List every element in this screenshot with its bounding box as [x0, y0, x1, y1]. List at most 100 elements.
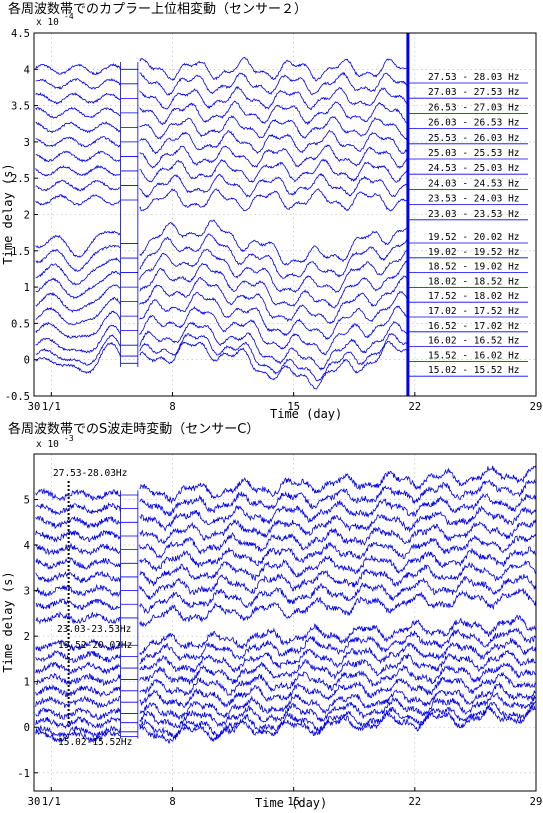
series-trace-12-early [35, 244, 121, 272]
band-label: 26.03 - 26.53 Hz [428, 118, 520, 129]
series-trace-8 [139, 559, 537, 601]
x-tick-label: 29 [530, 401, 543, 413]
y-tick-label: 0 [24, 722, 30, 734]
lower-exponent-base: x 10 [36, 439, 59, 450]
x-tick-label: 29 [530, 796, 543, 808]
upper-y-ticks: -0.5 0 0.5 1 1.5 2 2.5 3 3.5 4 4.5 [5, 28, 38, 403]
band-label: 15.52 - 16.02 Hz [428, 350, 520, 361]
upper-chart-title: 各周波数帯でのカプラー上位相変動（センサー２） [8, 1, 307, 17]
band-annotation: 27.53-28.03Hz [53, 468, 127, 479]
band-label: 25.03 - 25.53 Hz [428, 148, 520, 159]
series-trace-10 [139, 188, 408, 212]
upper-band-labels: 27.53 - 28.03 Hz 27.03 - 27.53 Hz 26.53 - … [407, 72, 528, 377]
y-tick-label: 3.5 [11, 101, 30, 113]
upper-panel: 各周波数帯でのカプラー上位相変動（センサー２） 30 1/1 8 15 22 29 -0.… [1, 1, 542, 421]
lower-panel: 各周波数帯でのS波走時変動（センサーC） 30 1/1 8 15 22 29 -1 0 1 23… [1, 421, 542, 810]
series-trace-7 [139, 144, 408, 170]
series-trace-13-early [35, 256, 121, 286]
series-trace-16 [139, 671, 536, 708]
series-trace-19 [139, 701, 537, 739]
x-tick-label: 1/1 [42, 401, 61, 413]
y-tick-label: 4 [24, 64, 30, 76]
series-trace-12 [139, 627, 537, 665]
band-label: 23.03 - 23.53 Hz [428, 209, 520, 220]
band-label: 19.52 - 20.02 Hz [428, 232, 520, 243]
band-label: 19.02 - 19.52 Hz [428, 247, 520, 258]
band-label: 16.02 - 16.52 Hz [428, 336, 520, 347]
y-tick-label: 4.5 [11, 28, 30, 40]
x-tick-label: 30 [28, 796, 41, 808]
band-label: 15.02 - 15.52 Hz [428, 365, 520, 376]
y-tick-label: 0 [24, 355, 30, 367]
x-tick-label: 8 [169, 401, 175, 413]
band-label: 18.52 - 19.02 Hz [428, 262, 520, 273]
series-trace-11 [139, 614, 537, 656]
lower-y-ticks: -1 0 1 2 3 4 5 [17, 495, 38, 780]
y-tick-label: 1 [24, 282, 30, 294]
lower-annotations: 27.53-28.03Hz 23.03-23.53Hz 19.52-20.02Hz 1… [53, 468, 132, 748]
series-trace-15-early [35, 284, 121, 313]
band-label: 25.53 - 26.03 Hz [428, 133, 520, 144]
series-trace-16-early [35, 694, 121, 709]
lower-traces [35, 465, 537, 744]
series-trace-8-early [35, 583, 121, 598]
series-trace-5-early [35, 121, 121, 134]
series-trace-10-early [35, 194, 121, 207]
series-trace-8-early [35, 164, 121, 177]
series-trace-3 [139, 85, 408, 110]
band-annotation: 19.52-20.02Hz [58, 640, 132, 651]
band-label: 17.02 - 17.52 Hz [428, 306, 520, 317]
lower-x-axis-label: Time (day) [255, 796, 327, 810]
x-tick-label: 30 [28, 401, 41, 413]
series-trace-18 [139, 692, 537, 729]
series-trace-18 [139, 321, 408, 372]
series-trace-18-early [35, 324, 121, 354]
upper-exponent-base: x 10 [36, 17, 59, 28]
series-trace-17 [139, 681, 536, 720]
series-trace-3 [139, 492, 537, 532]
y-tick-label: 4 [24, 540, 30, 552]
lower-chart-title: 各周波数帯でのS波走時変動（センサーC） [8, 421, 259, 437]
series-trace-4-early [35, 106, 121, 119]
x-tick-label: 15 [287, 796, 300, 808]
series-trace-19 [139, 333, 408, 382]
series-trace-3-early [35, 515, 121, 529]
y-tick-label: 2.5 [11, 173, 30, 185]
y-tick-label: 1 [24, 677, 30, 689]
series-trace-4 [139, 100, 408, 126]
band-label: 18.02 - 18.52 Hz [428, 276, 520, 287]
upper-x-axis-label: Time (day) [270, 407, 342, 421]
series-trace-6-early [35, 557, 121, 570]
series-trace-9 [139, 173, 408, 199]
series-trace-2-early [35, 502, 121, 516]
series-trace-1 [139, 465, 537, 505]
series-trace-9-early [35, 179, 121, 192]
series-trace-19-early [35, 724, 121, 740]
lower-y-axis-label: Time delay (s) [1, 571, 15, 672]
series-trace-1-early [35, 63, 121, 76]
x-tick-label: 15 [287, 401, 300, 413]
series-trace-14 [139, 649, 536, 685]
lower-x-ticks: 30 1/1 8 15 22 29 [28, 787, 543, 808]
series-trace-11-early [35, 230, 121, 258]
x-tick-label: 22 [408, 401, 421, 413]
series-trace-3-early [35, 92, 121, 105]
series-trace-16 [139, 290, 408, 341]
series-trace-17-early [35, 707, 121, 720]
y-tick-label: -1 [17, 768, 30, 780]
band-label: 17.52 - 18.02 Hz [428, 291, 520, 302]
series-trace-5-early [35, 542, 121, 556]
series-trace-14 [139, 260, 408, 309]
upper-traces [35, 33, 410, 396]
series-trace-16-early [35, 296, 121, 326]
y-tick-label: 2 [24, 210, 30, 222]
upper-x-ticks: 30 1/1 8 15 22 29 [28, 392, 543, 413]
series-trace-15 [139, 275, 408, 325]
band-annotation: 23.03-23.53Hz [57, 624, 131, 635]
series-trace-17-early [35, 310, 121, 339]
series-trace-20-early [35, 341, 121, 375]
upper-exponent-power: -4 [64, 12, 74, 21]
y-tick-label: 1.5 [11, 246, 30, 258]
band-label: 24.53 - 25.03 Hz [428, 163, 520, 174]
